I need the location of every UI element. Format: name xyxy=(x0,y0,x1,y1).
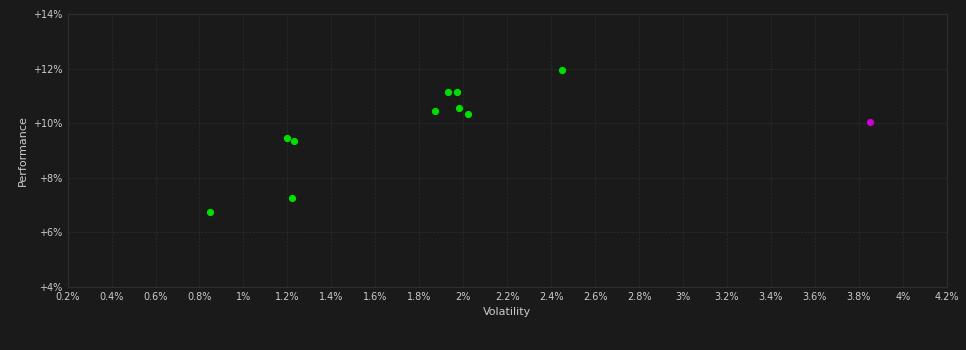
Point xyxy=(280,135,296,141)
Point xyxy=(451,105,467,111)
Point xyxy=(460,111,475,117)
Point xyxy=(440,89,456,95)
Point xyxy=(286,138,301,144)
Point xyxy=(203,209,218,215)
Point xyxy=(862,119,877,125)
Point xyxy=(284,196,299,201)
Point xyxy=(554,67,570,73)
Y-axis label: Performance: Performance xyxy=(17,115,28,186)
Point xyxy=(449,89,465,95)
X-axis label: Volatility: Volatility xyxy=(483,307,531,317)
Point xyxy=(427,108,442,114)
